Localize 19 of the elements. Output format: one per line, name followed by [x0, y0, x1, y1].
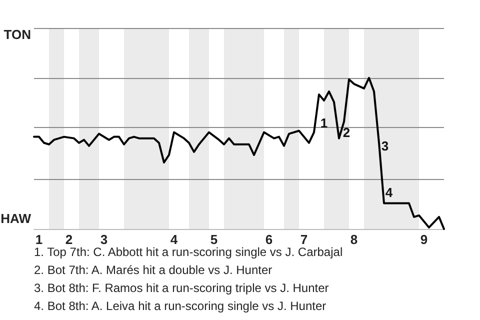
x-tick-label: 1	[35, 232, 43, 247]
x-tick-label: 2	[65, 232, 73, 247]
x-tick-label: 8	[350, 232, 358, 247]
annotation: 3	[381, 138, 389, 154]
text: TON	[4, 27, 32, 42]
x-tick-label: 3	[100, 232, 108, 247]
x-tick-label: 4	[170, 232, 178, 247]
text: 2. Bot 7th: A. Marés hit a double vs J. Hunter	[34, 263, 272, 277]
text: 3. Bot 8th: F. Ramos hit a run-scoring triple vs J. Hunter	[34, 281, 329, 295]
annotation: 1	[320, 116, 328, 131]
text: HAW	[0, 211, 32, 226]
annotation: 4	[385, 185, 394, 200]
text: 4. Bot 8th: A. Leiva hit a run-scoring single vs J. Hunter	[34, 299, 326, 313]
x-tick-label: 7	[300, 232, 308, 247]
annotation: 2	[342, 124, 350, 140]
text: 1. Top 7th: C. Abbott hit a run-scoring single vs J. Carbajal	[34, 245, 343, 259]
x-tick-label: 9	[420, 232, 428, 247]
x-tick-label: 5	[210, 232, 218, 247]
x-tick-label: 6	[265, 232, 273, 247]
